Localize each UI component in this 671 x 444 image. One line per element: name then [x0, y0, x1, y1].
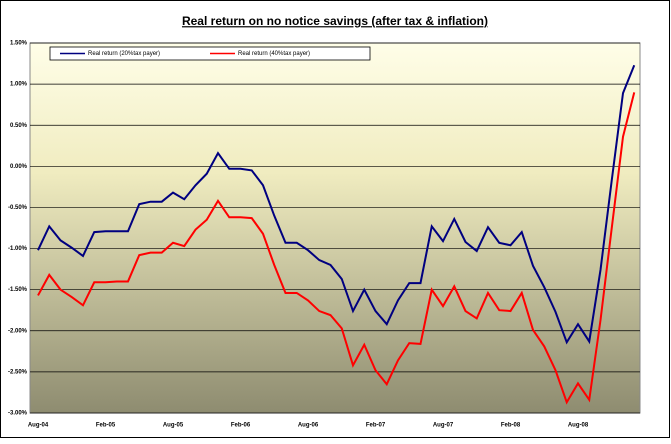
y-tick-label: -1.00%: [8, 246, 28, 252]
y-tick-label: 0.00%: [10, 164, 28, 170]
y-tick-label: -2.50%: [8, 369, 28, 375]
x-tick-label: Aug-07: [433, 423, 454, 429]
y-tick-label: -0.50%: [8, 205, 28, 211]
plot-area: [29, 42, 641, 414]
y-tick-label: 0.50%: [10, 123, 28, 129]
x-tick-label: Feb-06: [231, 423, 251, 429]
y-tick-label: -2.00%: [8, 328, 28, 334]
x-tick-label: Aug-04: [28, 423, 49, 429]
x-tick-label: Aug-08: [568, 423, 589, 429]
line-series: [37, 92, 636, 405]
y-tick-label: 1.00%: [10, 82, 28, 88]
x-tick-label: Feb-07: [366, 423, 386, 429]
y-tick-label: 1.50%: [10, 41, 28, 47]
x-tick-label: Feb-08: [501, 423, 521, 429]
legend-label: Real return (40%tax payer): [238, 51, 310, 57]
y-tick-label: -1.50%: [8, 287, 28, 293]
legend-label: Real return (20%tax payer): [88, 51, 160, 57]
x-tick-label: Aug-05: [163, 423, 184, 429]
y-tick-label: -3.00%: [8, 411, 28, 417]
x-tick-label: Aug-06: [298, 423, 319, 429]
chart-title: Real return on no notice savings (after …: [182, 14, 488, 28]
line-series: [37, 64, 636, 345]
x-tick-label: Feb-05: [96, 423, 116, 429]
